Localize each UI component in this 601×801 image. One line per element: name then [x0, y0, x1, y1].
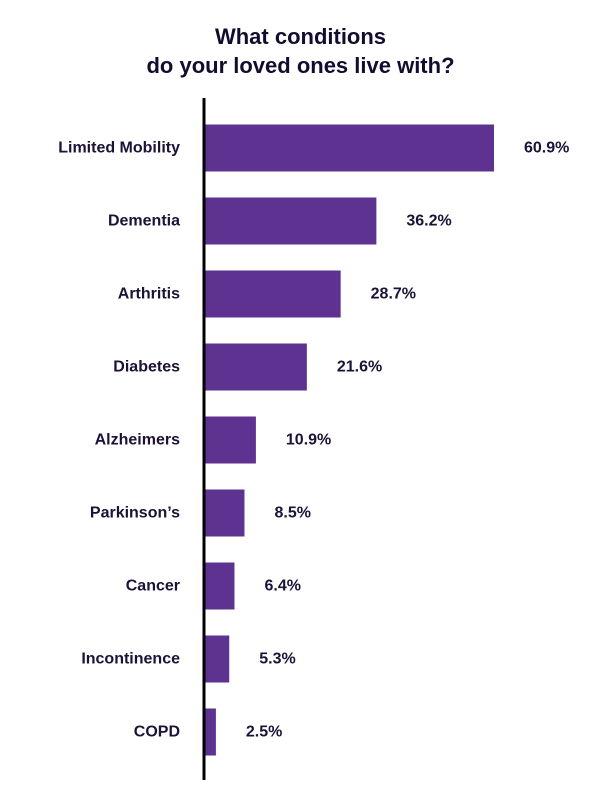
value-label-4: 10.9%	[286, 432, 331, 449]
category-label-6: Cancer	[126, 578, 180, 595]
bar-1	[204, 197, 377, 245]
value-label-0: 60.9%	[524, 140, 569, 157]
value-label-8: 2.5%	[246, 724, 282, 741]
category-label-5: Parkinson’s	[90, 505, 180, 522]
value-label-3: 21.6%	[337, 359, 382, 376]
bar-6	[204, 562, 235, 610]
value-label-5: 8.5%	[274, 505, 310, 522]
category-label-0: Limited Mobility	[58, 140, 180, 157]
category-label-2: Arthritis	[118, 286, 180, 303]
category-labels: Limited Mobility Dementia Arthritis Diabete…	[58, 140, 180, 741]
bar-0	[204, 124, 494, 172]
bars-group	[204, 124, 494, 756]
bar-4	[204, 416, 256, 464]
value-label-6: 6.4%	[264, 578, 300, 595]
bar-3	[204, 343, 307, 391]
category-label-8: COPD	[134, 724, 180, 741]
chart-title-line-1: What conditions	[214, 24, 387, 49]
category-label-3: Diabetes	[113, 359, 180, 376]
bar-7	[204, 635, 230, 683]
chart-title-line-2: do your loved ones live with?	[146, 53, 455, 78]
category-label-7: Incontinence	[81, 651, 180, 668]
bar-5	[204, 489, 245, 537]
value-label-7: 5.3%	[259, 651, 295, 668]
category-label-4: Alzheimers	[95, 432, 180, 449]
bar-8	[204, 708, 216, 756]
value-labels: 60.9% 36.2% 28.7% 21.6% 10.9% 8.5% 6.4% 5.3% 2.5…	[246, 140, 569, 741]
value-label-1: 36.2%	[406, 213, 451, 230]
value-label-2: 28.7%	[371, 286, 416, 303]
chart-title: What conditions do your loved ones live …	[0, 22, 601, 80]
bar-2	[204, 270, 341, 318]
category-label-1: Dementia	[108, 213, 180, 230]
